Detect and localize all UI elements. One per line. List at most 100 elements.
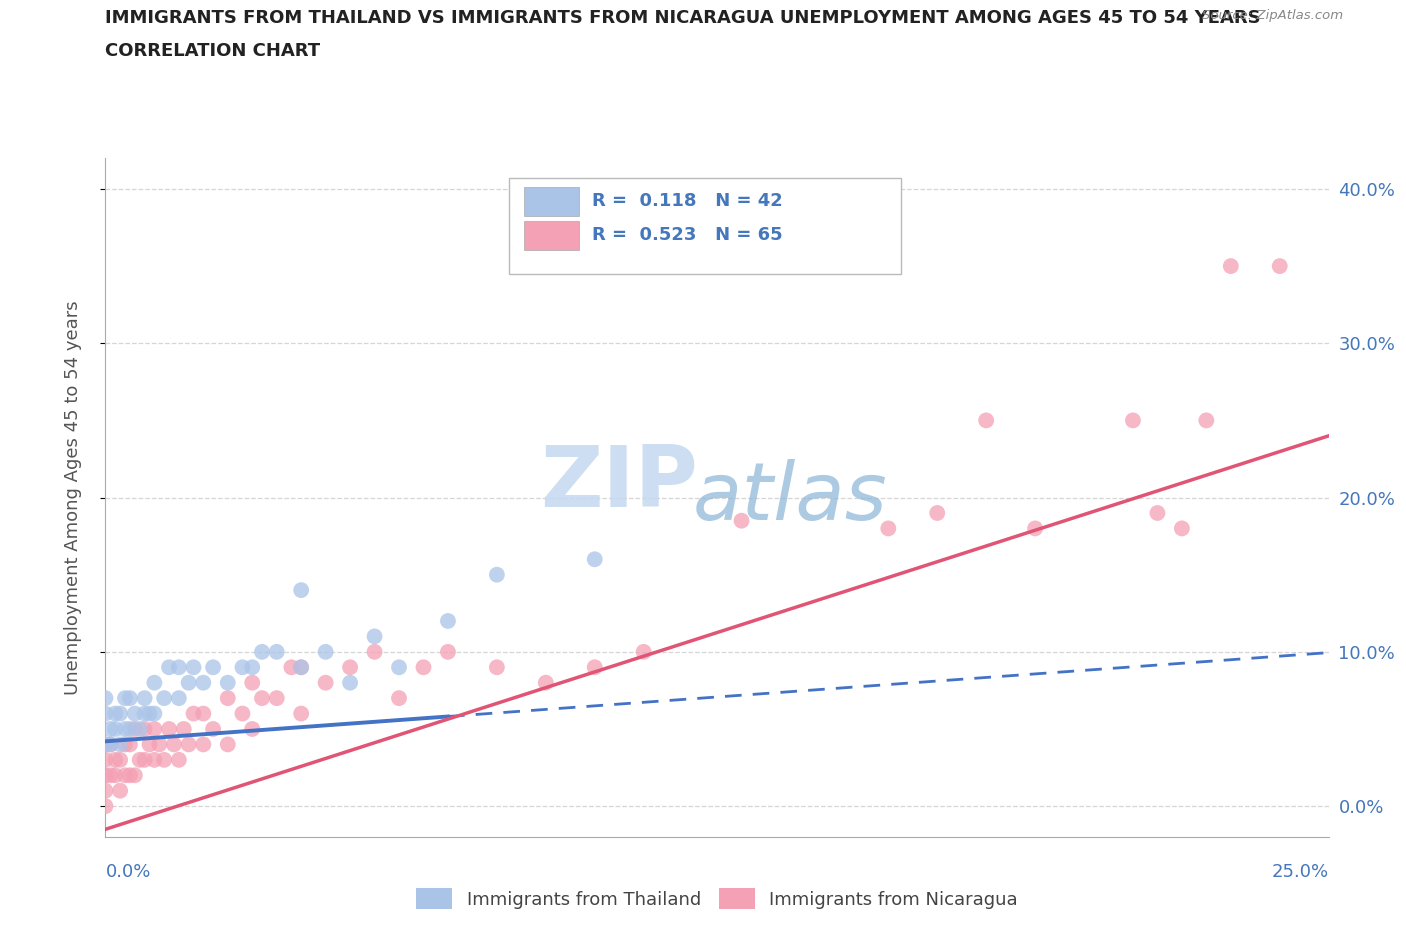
Point — [485, 567, 508, 582]
Point — [730, 513, 752, 528]
Point — [167, 660, 190, 675]
Point — [124, 706, 146, 721]
Point — [250, 691, 273, 706]
Point — [173, 722, 195, 737]
Point — [104, 706, 127, 721]
Point — [1122, 413, 1144, 428]
Point — [183, 660, 205, 675]
Point — [240, 722, 263, 737]
Point — [217, 737, 239, 751]
Point — [134, 691, 156, 706]
Point — [128, 722, 150, 737]
Point — [315, 644, 337, 659]
Point — [118, 722, 141, 737]
Point — [124, 722, 146, 737]
Point — [167, 691, 190, 706]
Point — [388, 691, 411, 706]
Point — [339, 660, 361, 675]
FancyBboxPatch shape — [524, 221, 579, 250]
Point — [134, 706, 156, 721]
Point — [108, 783, 131, 798]
Point — [240, 660, 263, 675]
Text: CORRELATION CHART: CORRELATION CHART — [105, 42, 321, 60]
Point — [437, 644, 460, 659]
Point — [583, 551, 606, 566]
Point — [148, 737, 170, 751]
Point — [290, 660, 312, 675]
Point — [143, 752, 166, 767]
Point — [1171, 521, 1194, 536]
Point — [266, 691, 288, 706]
Point — [202, 660, 225, 675]
Point — [250, 644, 273, 659]
Point — [138, 737, 160, 751]
FancyBboxPatch shape — [509, 179, 900, 273]
Point — [128, 752, 150, 767]
Point — [143, 706, 166, 721]
Point — [108, 752, 131, 767]
Point — [193, 706, 215, 721]
Point — [183, 706, 205, 721]
Point — [231, 660, 253, 675]
Point — [153, 691, 176, 706]
Point — [290, 660, 312, 675]
Point — [134, 722, 156, 737]
Point — [94, 799, 117, 814]
Point — [315, 675, 337, 690]
Point — [363, 629, 385, 644]
Text: IMMIGRANTS FROM THAILAND VS IMMIGRANTS FROM NICARAGUA UNEMPLOYMENT AMONG AGES 45: IMMIGRANTS FROM THAILAND VS IMMIGRANTS F… — [105, 9, 1261, 27]
Point — [118, 691, 141, 706]
FancyBboxPatch shape — [524, 187, 579, 216]
Text: R =  0.118   N = 42: R = 0.118 N = 42 — [592, 192, 783, 210]
Point — [104, 752, 127, 767]
Point — [94, 768, 117, 783]
Point — [1268, 259, 1291, 273]
Point — [177, 675, 200, 690]
Point — [534, 675, 557, 690]
Point — [98, 737, 121, 751]
Point — [157, 722, 180, 737]
Point — [363, 644, 385, 659]
Point — [98, 737, 121, 751]
Point — [339, 675, 361, 690]
Point — [290, 706, 312, 721]
Point — [98, 722, 121, 737]
Text: atlas: atlas — [693, 458, 887, 537]
Point — [1219, 259, 1241, 273]
Point — [217, 675, 239, 690]
Point — [1195, 413, 1218, 428]
Point — [94, 737, 117, 751]
Point — [193, 675, 215, 690]
Point — [974, 413, 997, 428]
Point — [94, 691, 117, 706]
Point — [157, 660, 180, 675]
Point — [583, 660, 606, 675]
Point — [153, 752, 176, 767]
Point — [118, 737, 141, 751]
Point — [114, 768, 136, 783]
Point — [114, 722, 136, 737]
Point — [437, 614, 460, 629]
Point — [143, 722, 166, 737]
Text: R =  0.523   N = 65: R = 0.523 N = 65 — [592, 226, 783, 244]
Point — [114, 691, 136, 706]
Point — [94, 752, 117, 767]
Legend: Immigrants from Thailand, Immigrants from Nicaragua: Immigrants from Thailand, Immigrants fro… — [409, 881, 1025, 916]
Point — [280, 660, 302, 675]
Point — [118, 768, 141, 783]
Point — [94, 783, 117, 798]
Point — [138, 706, 160, 721]
Y-axis label: Unemployment Among Ages 45 to 54 years: Unemployment Among Ages 45 to 54 years — [63, 300, 82, 695]
Point — [104, 722, 127, 737]
Point — [202, 722, 225, 737]
Point — [98, 768, 121, 783]
Point — [193, 737, 215, 751]
Point — [94, 706, 117, 721]
Point — [217, 691, 239, 706]
Point — [240, 675, 263, 690]
Text: Source: ZipAtlas.com: Source: ZipAtlas.com — [1202, 9, 1343, 22]
Point — [94, 737, 117, 751]
Point — [412, 660, 434, 675]
Text: 0.0%: 0.0% — [105, 863, 150, 881]
Point — [108, 737, 131, 751]
